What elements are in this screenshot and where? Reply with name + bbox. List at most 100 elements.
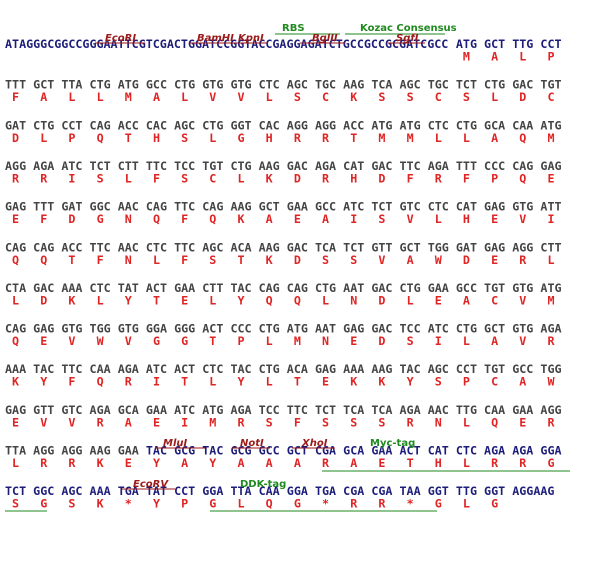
amino-acid: S	[181, 171, 188, 185]
amino-acid: Q	[519, 131, 526, 145]
dna-segment: GGT	[428, 484, 449, 498]
amino-acid: Y	[237, 375, 244, 389]
dna-segment: AAG	[90, 444, 111, 458]
dna-segment: ATG	[202, 403, 223, 417]
amino-acid: D	[378, 334, 385, 348]
dna-segment: GCT	[400, 240, 421, 254]
amino-acid: Q	[97, 131, 104, 145]
amino-acid: S	[378, 212, 385, 226]
amino-acid: N	[435, 415, 442, 429]
dna-segment: GAG	[315, 362, 336, 376]
amino-acid: E	[12, 212, 19, 226]
amino-acid: Q	[97, 375, 104, 389]
dna-segment: ACT	[400, 444, 421, 458]
amino-acid: R	[294, 131, 302, 145]
amino-acid: Y	[125, 293, 132, 307]
feature-label: Kozac Consensus	[360, 23, 457, 34]
amino-acid: K	[350, 90, 357, 104]
amino-acid: K	[266, 253, 273, 267]
amino-acid: W	[547, 375, 555, 389]
dna-segment: ACC	[61, 240, 82, 254]
dna-segment: AGG	[287, 118, 308, 132]
amino-acid: S	[407, 90, 414, 104]
amino-acid: V	[68, 334, 75, 348]
amino-acid: D	[378, 171, 385, 185]
amino-acid: S	[266, 415, 273, 429]
amino-acid: Q	[209, 212, 216, 226]
amino-acid: L	[547, 253, 554, 267]
amino-acid: A	[491, 50, 498, 64]
amino-acid: D	[519, 90, 526, 104]
dna-segment: GCT	[259, 200, 280, 214]
amino-acid: M	[407, 131, 414, 145]
dna-segment: CAG	[5, 322, 26, 336]
amino-acid: M	[209, 415, 216, 429]
dna-segment: AAC	[118, 240, 139, 254]
dna-segment: GCA	[484, 118, 505, 132]
amino-acid: A	[407, 253, 414, 267]
amino-acid: R	[547, 334, 555, 348]
amino-acid: T	[407, 456, 414, 470]
amino-acid: R	[97, 415, 105, 429]
dna-segment: TAC	[146, 444, 167, 458]
amino-acid: L	[491, 90, 498, 104]
amino-acid: S	[209, 253, 216, 267]
amino-acid: A	[350, 456, 357, 470]
dna-segment: ACT	[174, 362, 195, 376]
dna-segment: CGA	[343, 484, 364, 498]
dna-segment: ATC	[428, 322, 449, 336]
dna-segment: CTG	[90, 78, 111, 92]
amino-acid: F	[153, 171, 160, 185]
dna-segment: AAA	[5, 362, 26, 376]
feature-label: BamHI	[197, 33, 234, 44]
dna-segment: AGC	[287, 78, 308, 92]
dna-segment: ACC	[118, 118, 139, 132]
amino-acid: A	[237, 456, 244, 470]
dna-segment: TGA	[315, 484, 336, 498]
amino-acid: D	[294, 171, 301, 185]
dna-segment: CTA	[5, 281, 26, 295]
dna-segment: TGT	[202, 159, 223, 173]
dna-segment: CTG	[259, 362, 280, 376]
dna-segment: CAT	[456, 200, 477, 214]
amino-acid: D	[463, 253, 470, 267]
dna-segment: TAC	[230, 281, 251, 295]
dna-segment: GCA	[343, 444, 364, 458]
amino-acid: T	[125, 131, 132, 145]
amino-acid: V	[519, 293, 526, 307]
dna-segment: GAA	[287, 200, 308, 214]
dna-segment: GCG	[230, 444, 251, 458]
dna-segment: CAG	[90, 118, 111, 132]
dna-segment: CAG	[33, 240, 54, 254]
dna-segment: CAG	[146, 200, 167, 214]
amino-acid: S	[407, 334, 414, 348]
dna-segment: TGG	[540, 362, 561, 376]
amino-acid: S	[435, 375, 442, 389]
dna-segment: CAT	[343, 159, 364, 173]
amino-acid: F	[407, 171, 414, 185]
amino-acid: S	[463, 90, 470, 104]
dna-segment: GAG	[484, 200, 505, 214]
amino-acid: A	[181, 456, 188, 470]
dna-segment: ATG	[540, 281, 561, 295]
feature-label: BglII	[312, 33, 338, 44]
feature-label: EcoRI	[105, 33, 136, 44]
amino-acid: N	[350, 293, 357, 307]
dna-segment: GCC	[259, 444, 280, 458]
dna-segment: AGG	[315, 118, 336, 132]
amino-acid: K	[97, 456, 104, 470]
amino-acid: Y	[237, 293, 244, 307]
dna-segment: AAG	[230, 200, 251, 214]
amino-acid: F	[97, 253, 104, 267]
amino-acid: L	[40, 131, 47, 145]
dna-segment: GAA	[428, 281, 449, 295]
dna-segment: CAG	[259, 281, 280, 295]
amino-acid: Y	[153, 456, 160, 470]
amino-acid: E	[125, 456, 132, 470]
feature-label: XhoI	[301, 438, 328, 449]
dna-segment: CTT	[540, 240, 561, 254]
amino-acid: L	[463, 456, 470, 470]
amino-acid: S	[68, 497, 75, 511]
amino-acid: M	[294, 334, 301, 348]
amino-acid: R	[378, 497, 386, 511]
